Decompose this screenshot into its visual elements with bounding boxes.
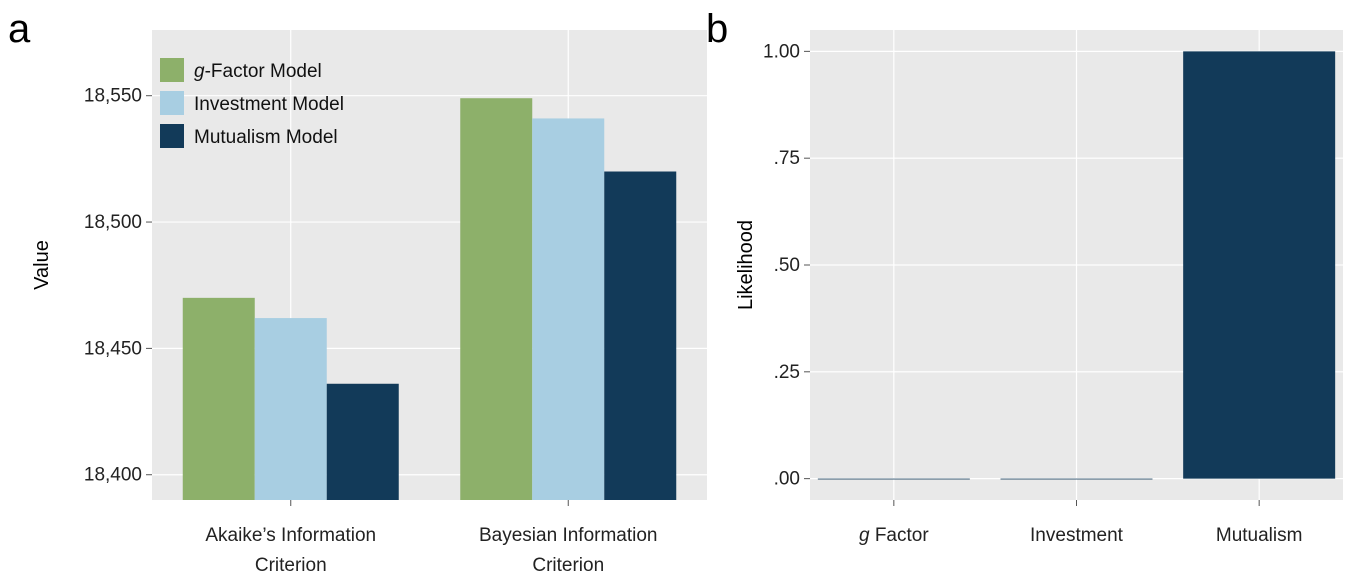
panel-b-bars — [817, 51, 1336, 480]
panel-b-y-axis-title: Likelihood — [735, 220, 757, 310]
y-tick-label: .75 — [774, 148, 800, 169]
panel-a-y-ticks: 18,400 18,450 18,500 18,550 — [84, 86, 152, 486]
legend-label: g-Factor Model — [194, 61, 322, 82]
bar-mutualism — [326, 383, 399, 500]
legend-swatch — [160, 58, 184, 82]
panel-letter-b: b — [706, 7, 728, 51]
y-tick-label: 18,550 — [84, 86, 142, 107]
bar-g-factor — [460, 98, 533, 501]
bar-mutualism — [604, 171, 677, 500]
legend-label: Investment Model — [194, 94, 344, 115]
panel-b-chart: .00 .25 .50 .75 1.00 g Factor Investment Mutua… — [735, 30, 1343, 546]
y-tick-label: 18,500 — [84, 212, 142, 233]
x-tick-label: Investment — [1030, 525, 1124, 546]
bar-g-factor — [182, 297, 255, 500]
panel-a-y-axis-title: Value — [31, 240, 53, 290]
legend-label-rest: -Factor Model — [205, 61, 322, 82]
x-tick-label: Criterion — [532, 555, 604, 576]
x-tick-label: Akaike’s Information — [205, 525, 376, 546]
panel-a-legend: g-Factor Model Investment Model Mutualism … — [160, 58, 344, 148]
panel-letter-a: a — [8, 7, 31, 51]
y-tick-label: .50 — [774, 255, 800, 276]
panel-a-bars — [182, 98, 677, 501]
x-tick-label: Criterion — [255, 555, 327, 576]
legend-swatch — [160, 91, 184, 115]
x-tick-label: g Factor — [859, 525, 929, 546]
panel-a-chart: 18,400 18,450 18,500 18,550 Akaike’s Inform… — [31, 30, 707, 576]
panel-a-x-ticks: Akaike’s Information Criterion Bayesian In… — [205, 500, 658, 576]
bar-investment — [254, 318, 327, 500]
y-tick-label: 1.00 — [763, 41, 800, 62]
y-tick-label: 18,450 — [84, 338, 142, 359]
legend-label-italic: g — [194, 61, 205, 82]
x-tick-label-rest: Factor — [870, 525, 930, 546]
legend-swatch — [160, 124, 184, 148]
y-tick-label: .25 — [774, 362, 800, 383]
bar-g-factor — [817, 478, 970, 480]
bar-mutualism — [1183, 51, 1336, 479]
bar-investment — [532, 118, 605, 500]
bar-investment — [1000, 478, 1153, 480]
x-tick-label: Bayesian Information — [479, 525, 658, 546]
panel-b-x-ticks: g Factor Investment Mutualism — [859, 500, 1302, 546]
y-tick-label: .00 — [774, 469, 800, 490]
x-tick-label: Mutualism — [1216, 525, 1303, 546]
panel-b-y-ticks: .00 .25 .50 .75 1.00 — [763, 41, 810, 490]
y-tick-label: 18,400 — [84, 465, 142, 486]
x-tick-label-italic: g — [859, 525, 870, 546]
legend-label: Mutualism Model — [194, 127, 338, 148]
